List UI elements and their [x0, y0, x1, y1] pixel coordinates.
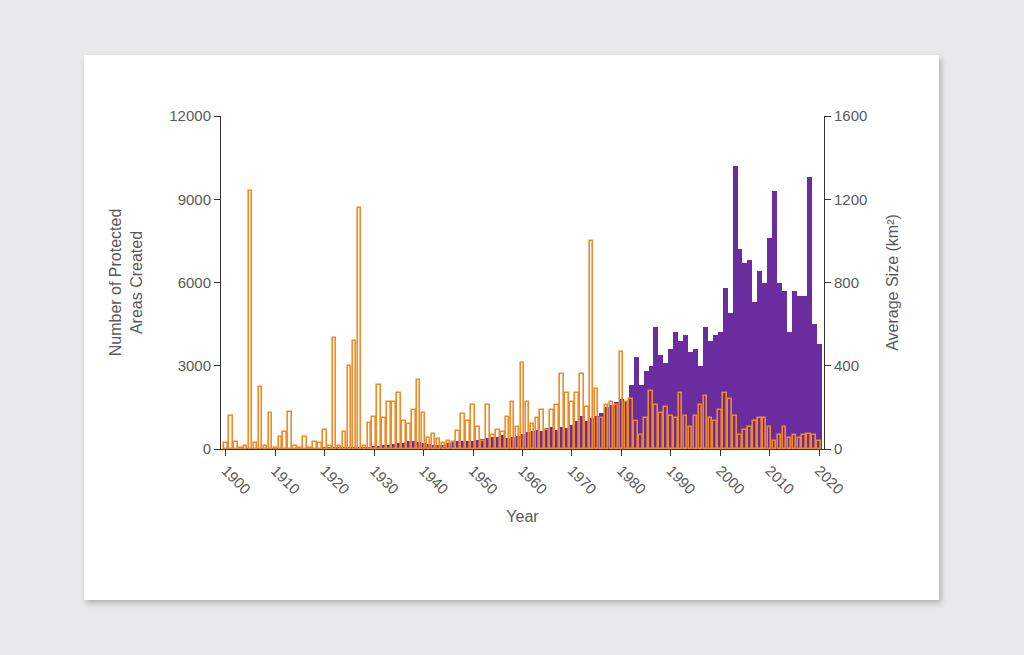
svg-text:1600: 1600 — [834, 107, 867, 124]
svg-text:6000: 6000 — [178, 274, 211, 291]
svg-text:800: 800 — [834, 274, 859, 291]
svg-text:9000: 9000 — [178, 191, 211, 208]
svg-text:0: 0 — [834, 440, 842, 457]
svg-text:12000: 12000 — [169, 107, 211, 124]
svg-text:1940: 1940 — [416, 462, 452, 498]
svg-text:1950: 1950 — [466, 462, 502, 498]
svg-text:1200: 1200 — [834, 191, 867, 208]
svg-text:1960: 1960 — [515, 462, 551, 498]
svg-text:1980: 1980 — [614, 462, 650, 498]
svg-text:1930: 1930 — [367, 462, 403, 498]
svg-text:2000: 2000 — [713, 462, 749, 498]
svg-text:Year: Year — [506, 508, 539, 525]
svg-text:2020: 2020 — [812, 462, 848, 498]
svg-text:1990: 1990 — [663, 462, 699, 498]
svg-text:1970: 1970 — [565, 462, 601, 498]
svg-text:Number of ProtectedAreas Creat: Number of ProtectedAreas Created — [107, 209, 145, 357]
svg-text:3000: 3000 — [178, 357, 211, 374]
svg-text:1900: 1900 — [219, 462, 255, 498]
svg-text:400: 400 — [834, 357, 859, 374]
svg-text:1910: 1910 — [268, 462, 304, 498]
svg-text:Average Size (km²): Average Size (km²) — [884, 214, 901, 351]
svg-text:2010: 2010 — [762, 462, 798, 498]
svg-text:1920: 1920 — [317, 462, 353, 498]
svg-text:0: 0 — [203, 440, 211, 457]
